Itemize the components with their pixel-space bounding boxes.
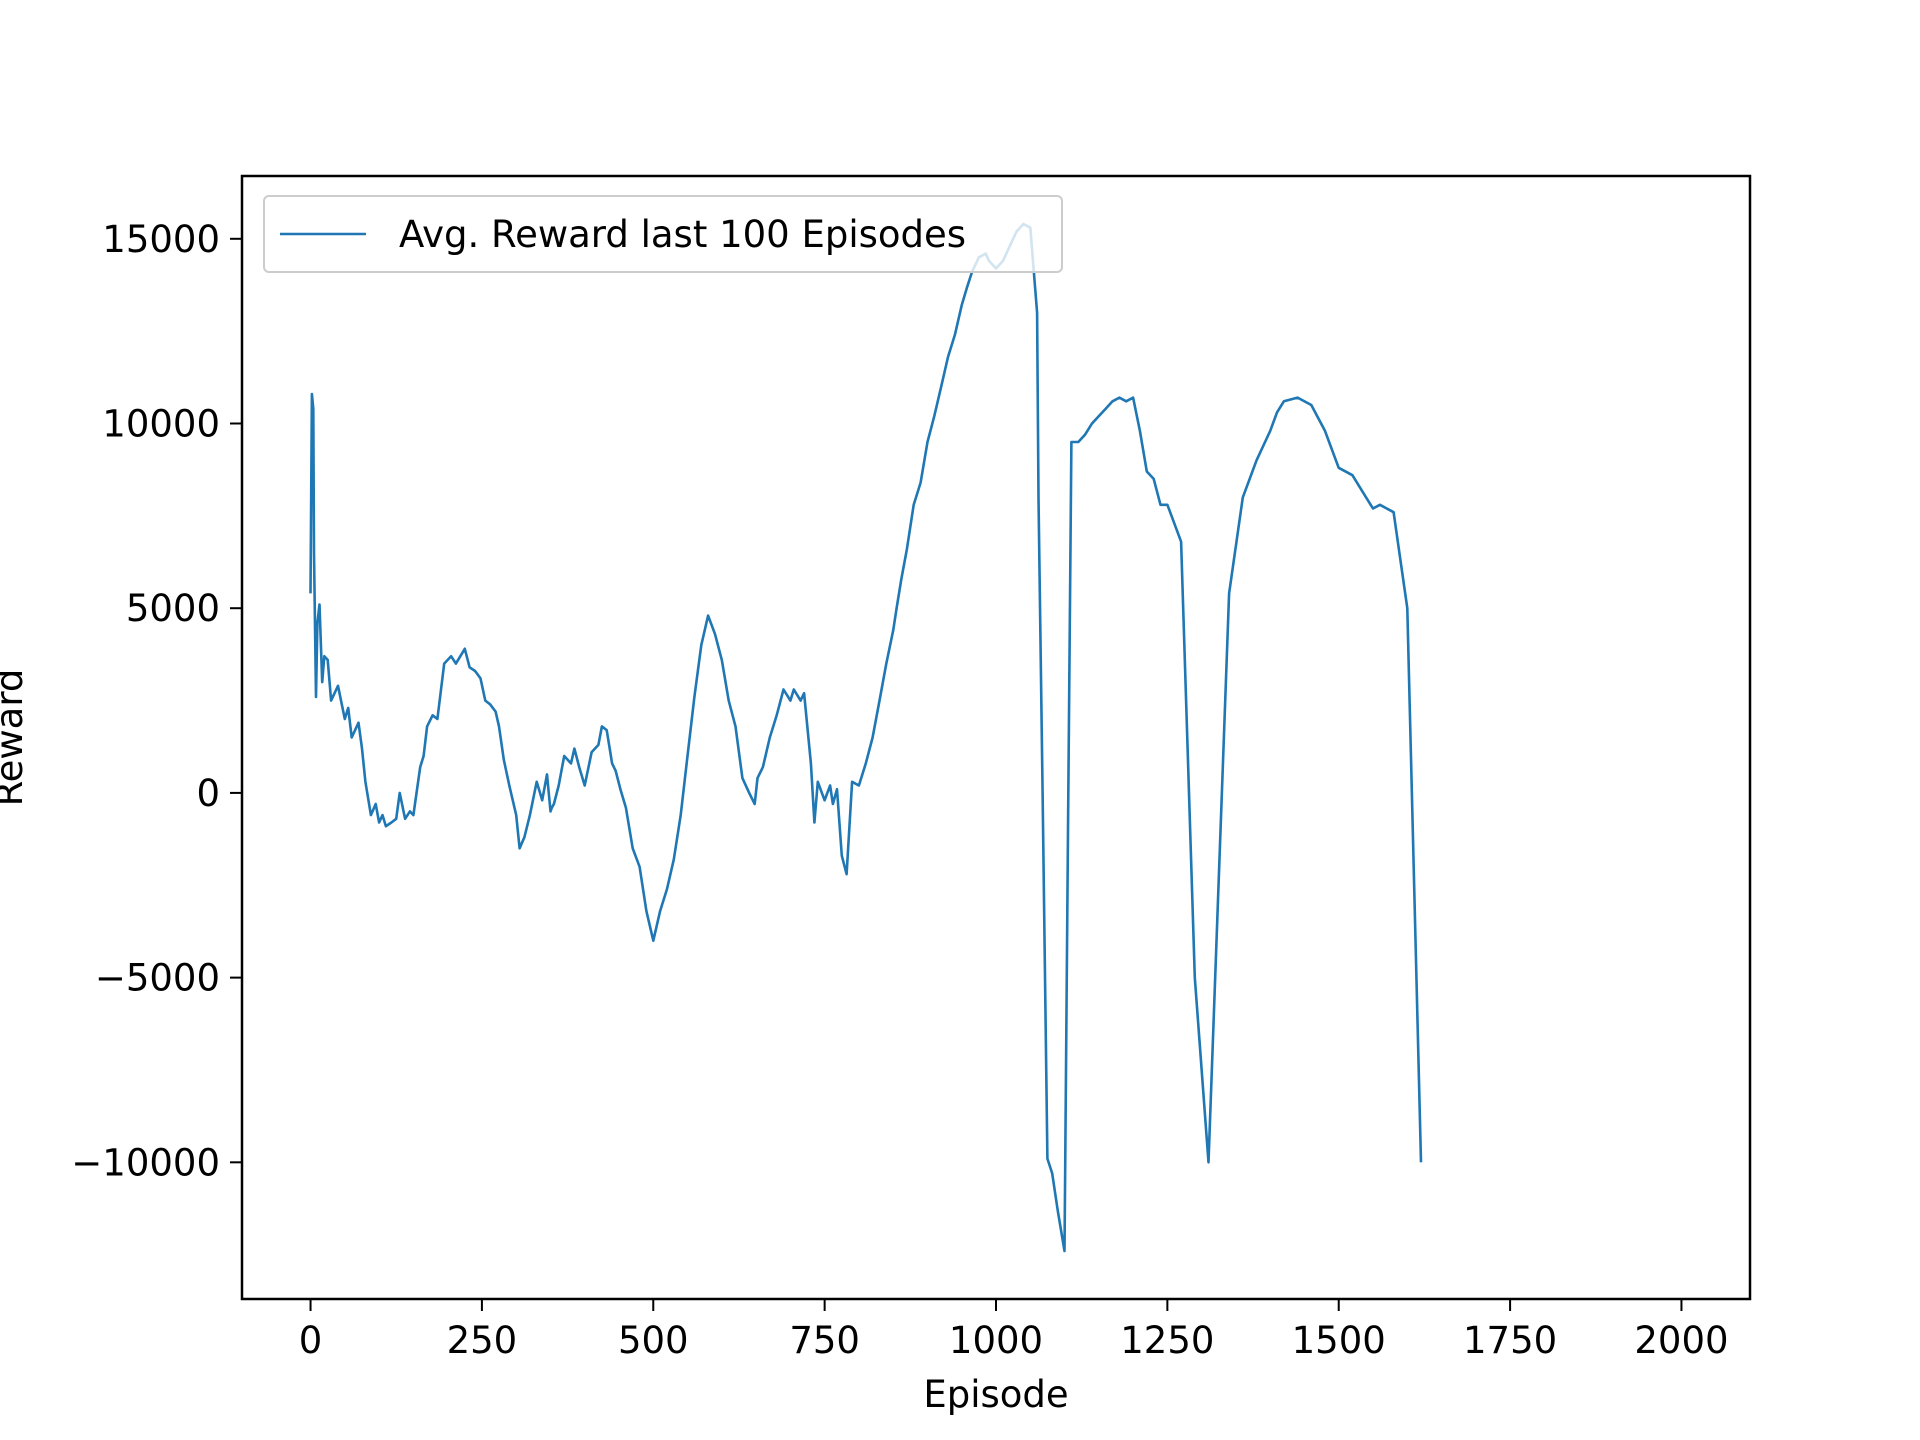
- y-tick-label: 15000: [102, 218, 220, 261]
- x-axis: 0 250 500 750 1000 1250 1500 1750 2000: [299, 1299, 1729, 1362]
- x-axis-label: Episode: [923, 1373, 1068, 1416]
- y-tick-label: 10000: [102, 403, 220, 446]
- y-axis-label: Reward: [0, 669, 31, 807]
- y-axis: −10000 −5000 0 5000 10000 15000: [71, 218, 242, 1184]
- axes-frame: [240, 174, 1752, 1301]
- legend: Avg. Reward last 100 Episodes: [263, 195, 1063, 273]
- y-tick-label: 0: [196, 772, 220, 815]
- x-tick-label: 1750: [1463, 1319, 1557, 1362]
- x-tick-label: 0: [299, 1319, 323, 1362]
- y-tick-label: −5000: [95, 957, 220, 1000]
- plot-area: [309, 222, 1423, 1253]
- x-tick-label: 250: [447, 1319, 518, 1362]
- legend-box: [263, 195, 1063, 273]
- x-tick-label: 500: [618, 1319, 689, 1362]
- x-tick-label: 1250: [1120, 1319, 1214, 1362]
- x-tick-label: 1000: [949, 1319, 1043, 1362]
- legend-entry: Avg. Reward last 100 Episodes: [399, 213, 966, 256]
- x-tick-label: 750: [789, 1319, 860, 1362]
- series-line-0: [309, 222, 1423, 1253]
- y-tick-label: −10000: [71, 1141, 220, 1184]
- y-tick-label: 5000: [126, 587, 220, 630]
- x-tick-label: 2000: [1634, 1319, 1728, 1362]
- x-tick-label: 1500: [1292, 1319, 1386, 1362]
